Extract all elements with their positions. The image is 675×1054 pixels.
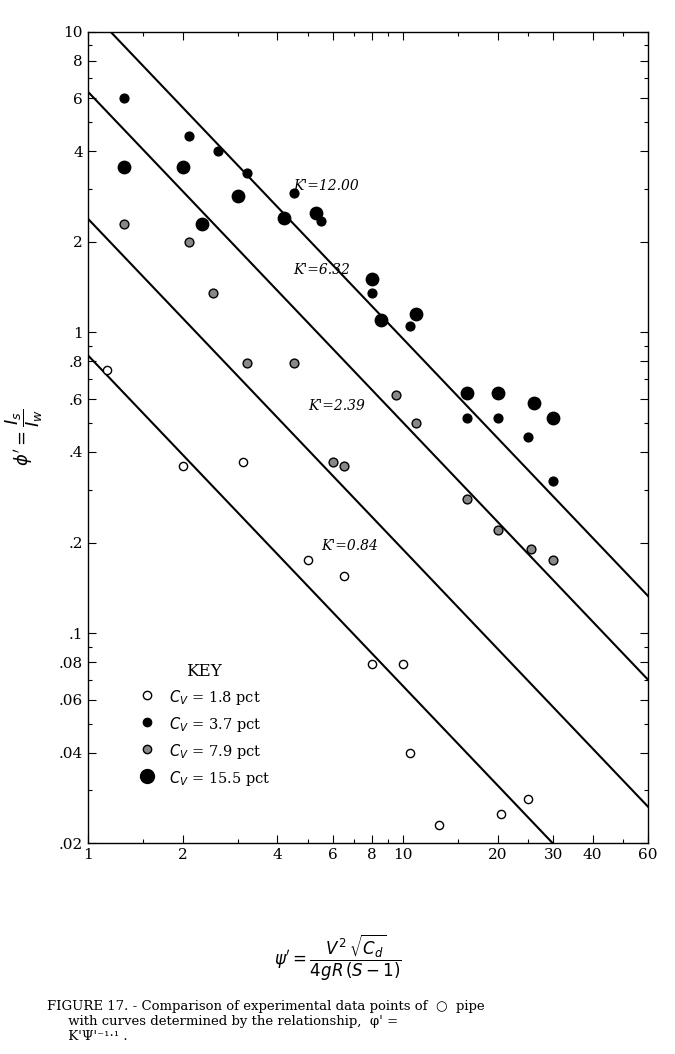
Point — [410, 306, 421, 323]
Point — [118, 158, 129, 175]
Point — [547, 551, 558, 568]
Text: K'=0.84: K'=0.84 — [321, 539, 378, 552]
Point — [184, 233, 194, 250]
Point — [528, 395, 539, 412]
Point — [237, 453, 248, 470]
Point — [184, 128, 194, 144]
Point — [367, 656, 378, 672]
Text: K'=12.00: K'=12.00 — [294, 179, 359, 193]
Point — [495, 805, 506, 822]
Text: K'=6.32: K'=6.32 — [294, 262, 350, 277]
Point — [208, 285, 219, 301]
Point — [288, 355, 299, 372]
Point — [101, 362, 112, 378]
Point — [338, 457, 349, 474]
Point — [547, 409, 558, 426]
Point — [233, 188, 244, 204]
Point — [178, 158, 188, 175]
Point — [523, 428, 534, 445]
Point — [462, 385, 472, 402]
Point — [390, 387, 401, 404]
Point — [523, 790, 534, 807]
Text: FIGURE 17. - Comparison of experimental data points of  ○  pipe
     with curves: FIGURE 17. - Comparison of experimental … — [47, 1000, 485, 1043]
Point — [310, 204, 321, 221]
Point — [404, 317, 415, 334]
Point — [242, 355, 252, 372]
Point — [375, 311, 386, 328]
Point — [327, 453, 338, 470]
Point — [279, 210, 290, 227]
Point — [492, 409, 503, 426]
Point — [178, 457, 188, 474]
Point — [492, 385, 503, 402]
Point — [118, 215, 129, 232]
Point — [118, 90, 129, 106]
Point — [462, 409, 472, 426]
Point — [288, 184, 299, 201]
Point — [367, 285, 378, 301]
Point — [404, 744, 415, 761]
Point — [367, 271, 378, 288]
Point — [462, 490, 472, 507]
Point — [410, 414, 421, 431]
Point — [398, 656, 408, 672]
Text: K'=2.39: K'=2.39 — [308, 398, 365, 413]
Point — [302, 551, 313, 568]
Point — [526, 541, 537, 558]
Point — [242, 164, 252, 181]
Point — [316, 212, 327, 229]
Point — [492, 522, 503, 539]
Point — [213, 143, 224, 160]
Legend: $C_V$ = 1.8 pct, $C_V$ = 3.7 pct, $C_V$ = 7.9 pct, $C_V$ = 15.5 pct: $C_V$ = 1.8 pct, $C_V$ = 3.7 pct, $C_V$ … — [129, 656, 279, 796]
Point — [196, 215, 207, 232]
Text: $\psi' = \dfrac{V^2\,\sqrt{C_d}}{4gR\,(S-1)}$: $\psi' = \dfrac{V^2\,\sqrt{C_d}}{4gR\,(S… — [273, 933, 402, 983]
Point — [338, 567, 349, 584]
Point — [547, 472, 558, 489]
Point — [433, 817, 444, 834]
Y-axis label: $\phi' = \dfrac{I_s}{I_w}$: $\phi' = \dfrac{I_s}{I_w}$ — [3, 409, 45, 466]
